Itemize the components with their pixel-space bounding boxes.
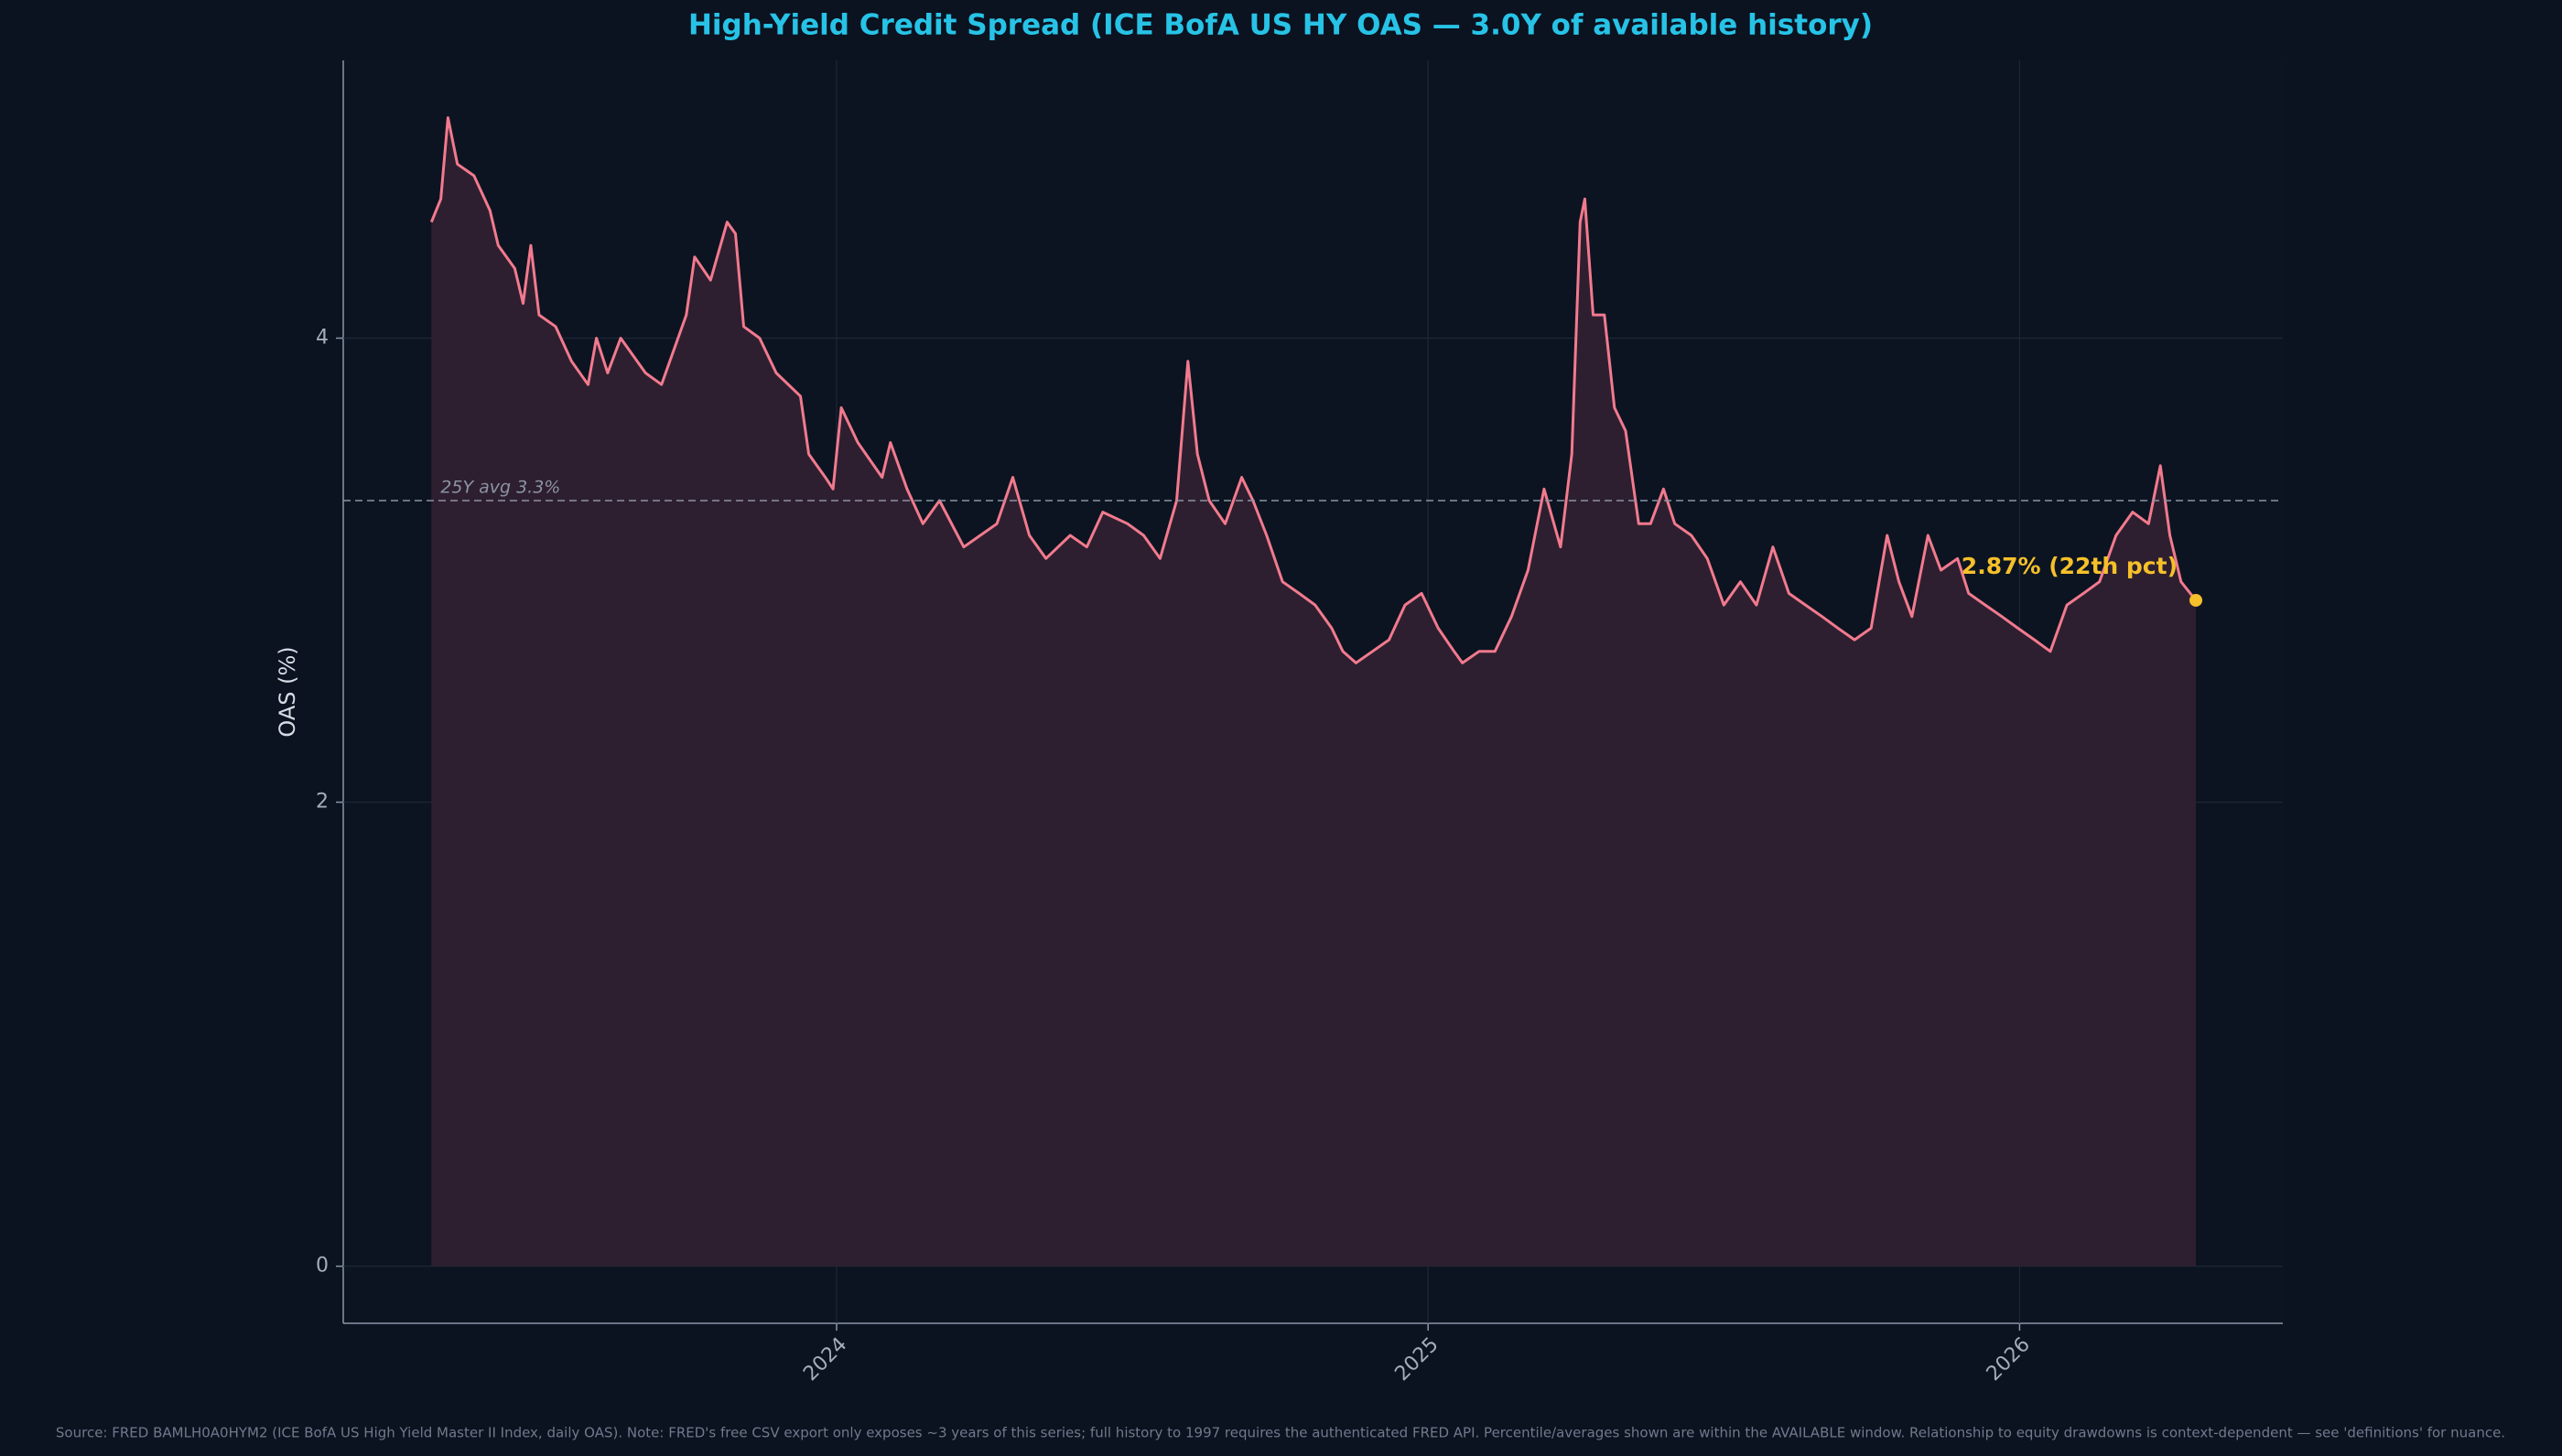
latest-point xyxy=(2189,593,2203,607)
y-tick-label: 0 xyxy=(316,1255,329,1278)
chart-title: High-Yield Credit Spread (ICE BofA US HY… xyxy=(688,9,1873,42)
y-tick-label: 2 xyxy=(316,791,329,814)
source-note: Source: FRED BAMLH0A0HYM2 (ICE BofA US H… xyxy=(56,1425,2505,1441)
y-tick-label: 4 xyxy=(316,326,329,349)
area xyxy=(431,117,2196,1267)
line xyxy=(429,116,2198,664)
average-label: 25Y avg 3.3% xyxy=(440,477,560,497)
y-axis-label: OAS (%) xyxy=(275,646,300,737)
latest-annotation: 2.87% (22th pct) xyxy=(1962,553,2178,579)
